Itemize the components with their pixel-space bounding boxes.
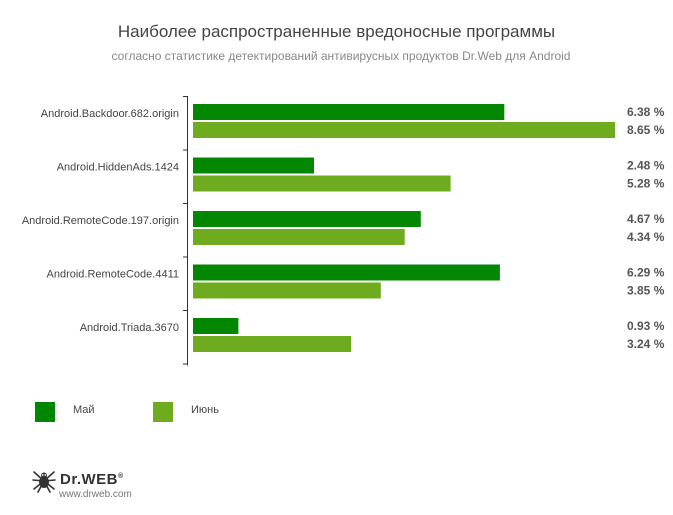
spider-icon bbox=[32, 471, 56, 493]
data-label-may: 0.93 % bbox=[627, 319, 665, 333]
logo-text: Dr.WEB® bbox=[60, 471, 124, 488]
bar-may bbox=[193, 157, 314, 174]
data-label-may: 2.48 % bbox=[627, 159, 665, 173]
data-label-june: 8.65 % bbox=[627, 123, 665, 137]
bar-may bbox=[193, 318, 239, 334]
logo-url: www.drweb.com bbox=[59, 489, 132, 500]
chart-title: Наиболее распространенные вредоносные пр… bbox=[117, 22, 556, 41]
bar-may bbox=[193, 264, 500, 281]
category-label: Android.Backdoor.682.origin bbox=[41, 108, 179, 120]
legend-swatch-may bbox=[35, 402, 55, 422]
chart-subtitle: согласно статистике детектирований антив… bbox=[111, 49, 571, 63]
bar-chart: Android.Backdoor.682.origin 6.38 % 8.65 % A… bbox=[22, 96, 665, 366]
data-label-may: 4.67 % bbox=[627, 212, 665, 226]
bar-june bbox=[193, 122, 615, 138]
data-label-may: 6.29 % bbox=[627, 266, 665, 280]
legend-swatch-june bbox=[153, 402, 173, 422]
category-label: Android.RemoteCode.197.origin bbox=[22, 215, 179, 227]
legend-label-may: Май bbox=[73, 404, 95, 416]
data-label-june: 4.34 % bbox=[627, 230, 665, 244]
bar-june bbox=[193, 336, 352, 352]
category-label: Android.HiddenAds.1424 bbox=[57, 162, 179, 174]
bar-june bbox=[193, 282, 381, 299]
data-label-june: 5.28 % bbox=[627, 177, 665, 191]
data-label-june: 3.24 % bbox=[627, 337, 665, 351]
drweb-logo: Dr.WEB® www.drweb.com bbox=[32, 468, 172, 508]
bar-june bbox=[193, 229, 405, 245]
bar-may bbox=[193, 211, 421, 227]
category-label: Android.RemoteCode.4411 bbox=[47, 269, 180, 281]
bar-june bbox=[193, 175, 451, 192]
category-label: Android.Triada.3670 bbox=[80, 322, 179, 334]
legend-label-june: Июнь bbox=[191, 404, 219, 416]
bar-may bbox=[193, 104, 505, 120]
data-label-june: 3.85 % bbox=[627, 284, 665, 298]
data-label-may: 6.38 % bbox=[627, 105, 665, 119]
